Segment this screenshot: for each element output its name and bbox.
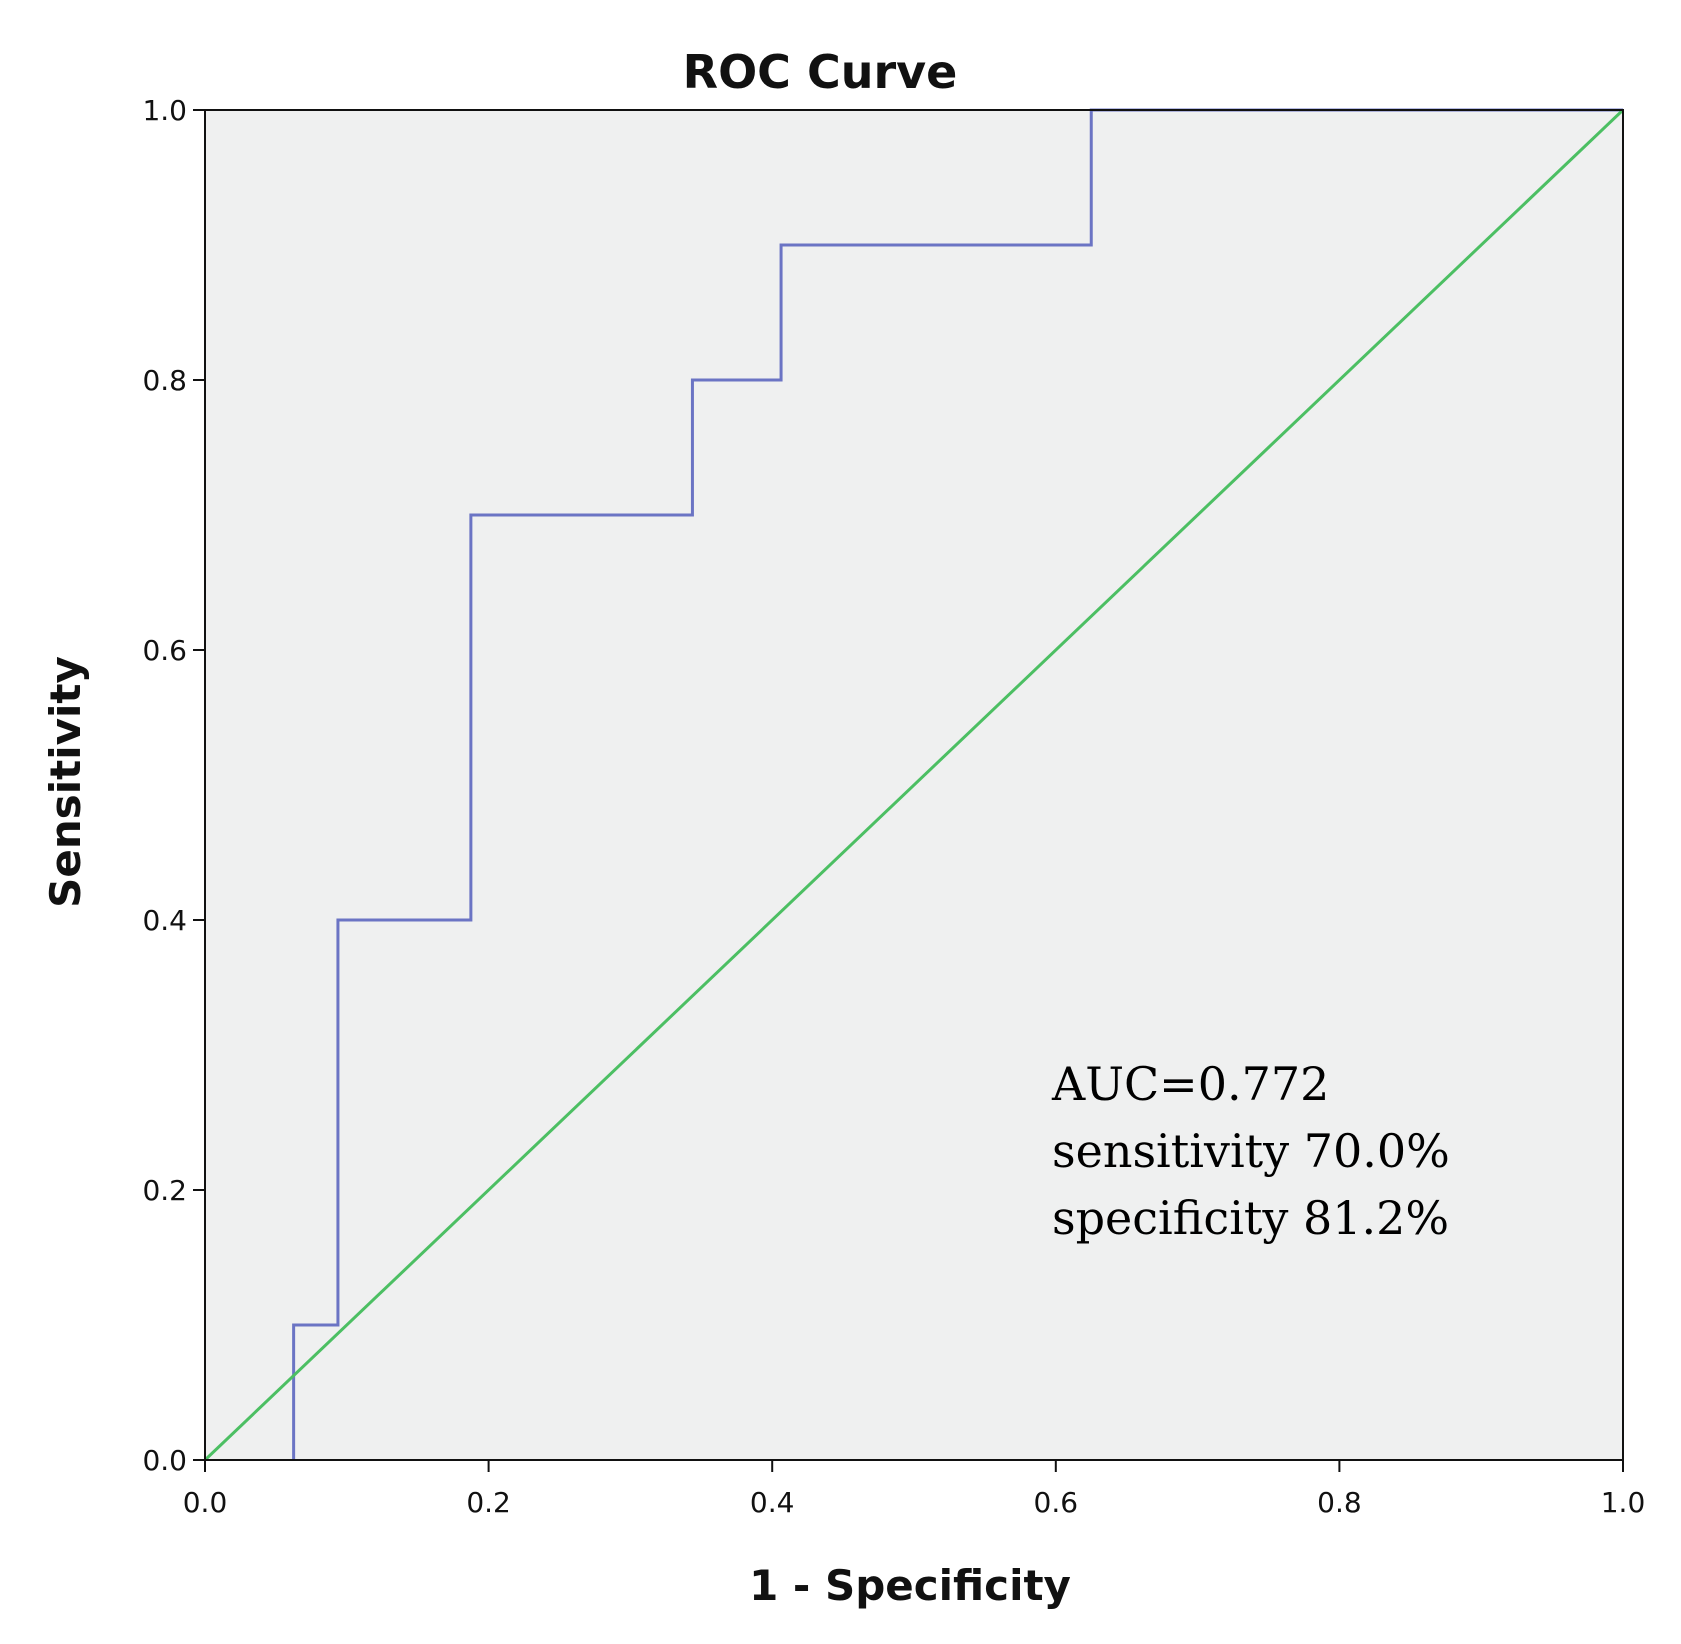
y-axis: 0.0 0.2 0.4 0.6 0.8 1.0 xyxy=(142,94,205,1477)
x-axis-label: 1 - Specificity xyxy=(749,1561,1071,1610)
x-axis: 0.0 0.2 0.4 0.6 0.8 1.0 xyxy=(183,1460,1646,1519)
sensitivity-annotation: sensitivity 70.0% xyxy=(1052,1124,1450,1178)
specificity-annotation: specificity 81.2% xyxy=(1052,1191,1449,1245)
roc-curve-line xyxy=(292,108,1623,1460)
x-tick-label: 0.2 xyxy=(466,1486,511,1519)
y-tick-label: 0.6 xyxy=(142,634,187,667)
plot-frame xyxy=(204,109,1624,1461)
chart-title: ROC Curve xyxy=(683,45,958,99)
series-layer xyxy=(203,108,1625,1462)
auc-annotation: AUC=0.772 xyxy=(1051,1057,1329,1111)
x-tick-label: 0.0 xyxy=(183,1486,228,1519)
x-tick-label: 1.0 xyxy=(1601,1486,1646,1519)
x-tick-label: 0.4 xyxy=(750,1486,795,1519)
y-tick-label: 0.2 xyxy=(142,1174,187,1207)
y-tick-label: 0.0 xyxy=(142,1444,187,1477)
x-tick-label: 0.6 xyxy=(1034,1486,1079,1519)
y-tick-label: 0.8 xyxy=(142,364,187,397)
reference-diagonal-line xyxy=(203,108,1625,1462)
y-tick-label: 1.0 xyxy=(142,94,187,127)
y-tick-label: 0.4 xyxy=(142,904,187,937)
annotation-block: AUC=0.772 sensitivity 70.0% specificity … xyxy=(1051,1057,1450,1245)
y-axis-label: Sensitivity xyxy=(41,656,90,908)
x-tick-label: 0.8 xyxy=(1317,1486,1362,1519)
